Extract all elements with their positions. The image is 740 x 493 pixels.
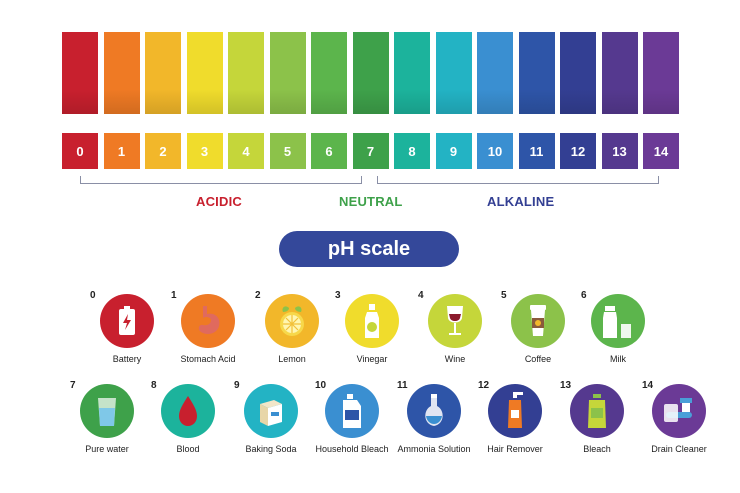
ph-color-strip bbox=[145, 32, 181, 114]
lemon-icon bbox=[265, 294, 319, 348]
drain-cleaner-icon bbox=[652, 384, 706, 438]
ph-example-label: Hair Remover bbox=[487, 444, 543, 454]
ph-number-box: 7 bbox=[352, 133, 389, 169]
milk-bottle-icon bbox=[591, 294, 645, 348]
ph-color-strip bbox=[560, 32, 596, 114]
ph-color-strip bbox=[186, 32, 223, 114]
ph-example-number: 4 bbox=[418, 290, 424, 301]
jug-icon bbox=[570, 384, 624, 438]
ph-example-number: 10 bbox=[315, 380, 327, 391]
ph-number-box: 2 bbox=[145, 133, 181, 169]
ph-example-number: 8 bbox=[151, 380, 157, 391]
ph-example-number: 2 bbox=[255, 290, 261, 301]
ph-example-label: Baking Soda bbox=[245, 444, 297, 454]
bleach-bottle-icon bbox=[325, 384, 379, 438]
ph-number-box: 12 bbox=[560, 133, 596, 169]
ph-example-label: Pure water bbox=[85, 444, 129, 454]
ph-example-label: Bleach bbox=[583, 444, 611, 454]
ph-color-strip bbox=[477, 32, 513, 114]
ph-number-box: 10 bbox=[477, 133, 513, 169]
flask-icon bbox=[407, 384, 461, 438]
ph-example-label: Wine bbox=[444, 354, 466, 364]
ph-scale-bar: 0 1 2 3 4 5 6 7 8 9 10 11 12 13 14 bbox=[0, 0, 740, 200]
acidic-label: ACIDIC bbox=[196, 194, 242, 209]
baking-soda-box-icon bbox=[244, 384, 298, 438]
ph-color-strip bbox=[228, 32, 264, 114]
ph-example-number: 13 bbox=[560, 380, 572, 391]
stomach-icon bbox=[181, 294, 235, 348]
ph-example-label: Battery bbox=[112, 354, 142, 364]
ph-number-box: 13 bbox=[601, 133, 638, 169]
ph-example-label: Milk bbox=[610, 354, 626, 364]
ph-example-number: 3 bbox=[335, 290, 341, 301]
ph-example-number: 12 bbox=[478, 380, 490, 391]
ph-example-number: 6 bbox=[581, 290, 587, 301]
blood-drop-icon bbox=[161, 384, 215, 438]
battery-icon bbox=[100, 294, 154, 348]
ph-example-label: Vinegar bbox=[356, 354, 388, 364]
ph-example-label: Drain Cleaner bbox=[651, 444, 707, 454]
ph-number-box: 3 bbox=[186, 133, 223, 169]
ph-number-box: 9 bbox=[435, 133, 472, 169]
ph-example-number: 7 bbox=[70, 380, 76, 391]
ph-example-number: 0 bbox=[90, 290, 96, 301]
ph-example-label: Coffee bbox=[524, 354, 552, 364]
ph-number-box: 8 bbox=[394, 133, 430, 169]
acidic-bracket bbox=[80, 176, 362, 184]
ph-example-number: 1 bbox=[171, 290, 177, 301]
vinegar-bottle-icon bbox=[345, 294, 399, 348]
ph-color-strip bbox=[518, 32, 555, 114]
ph-color-strip bbox=[269, 32, 306, 114]
ph-number-box: 0 bbox=[62, 133, 98, 169]
ph-color-strip bbox=[352, 32, 389, 114]
ph-number-box: 6 bbox=[311, 133, 347, 169]
page-title: pH scale bbox=[279, 231, 459, 267]
wine-glass-icon bbox=[428, 294, 482, 348]
coffee-cup-icon bbox=[511, 294, 565, 348]
ph-example-label: Ammonia Solution bbox=[397, 444, 471, 454]
ph-example-label: Lemon bbox=[278, 354, 306, 364]
ph-example-number: 5 bbox=[501, 290, 507, 301]
ph-example-number: 11 bbox=[397, 380, 408, 391]
neutral-label: NEUTRAL bbox=[339, 194, 403, 209]
water-glass-icon bbox=[80, 384, 134, 438]
ph-example-label: Blood bbox=[176, 444, 200, 454]
ph-color-strip bbox=[394, 32, 430, 114]
ph-color-strip bbox=[643, 32, 679, 114]
alkaline-bracket bbox=[377, 176, 659, 184]
ph-example-label: Stomach Acid bbox=[180, 354, 236, 364]
ph-number-box: 5 bbox=[269, 133, 306, 169]
pump-bottle-icon bbox=[488, 384, 542, 438]
ph-number-box: 14 bbox=[643, 133, 679, 169]
ph-example-number: 9 bbox=[234, 380, 240, 391]
ph-number-box: 4 bbox=[228, 133, 264, 169]
ph-example-label: Household Bleach bbox=[315, 444, 389, 454]
alkaline-label: ALKALINE bbox=[487, 194, 555, 209]
ph-number-box: 1 bbox=[103, 133, 140, 169]
ph-number-box: 11 bbox=[518, 133, 555, 169]
ph-color-strip bbox=[601, 32, 638, 114]
ph-color-strip bbox=[435, 32, 472, 114]
ph-color-strip bbox=[62, 32, 98, 114]
ph-color-strip bbox=[103, 32, 140, 114]
ph-example-number: 14 bbox=[642, 380, 654, 391]
ph-color-strip bbox=[311, 32, 347, 114]
